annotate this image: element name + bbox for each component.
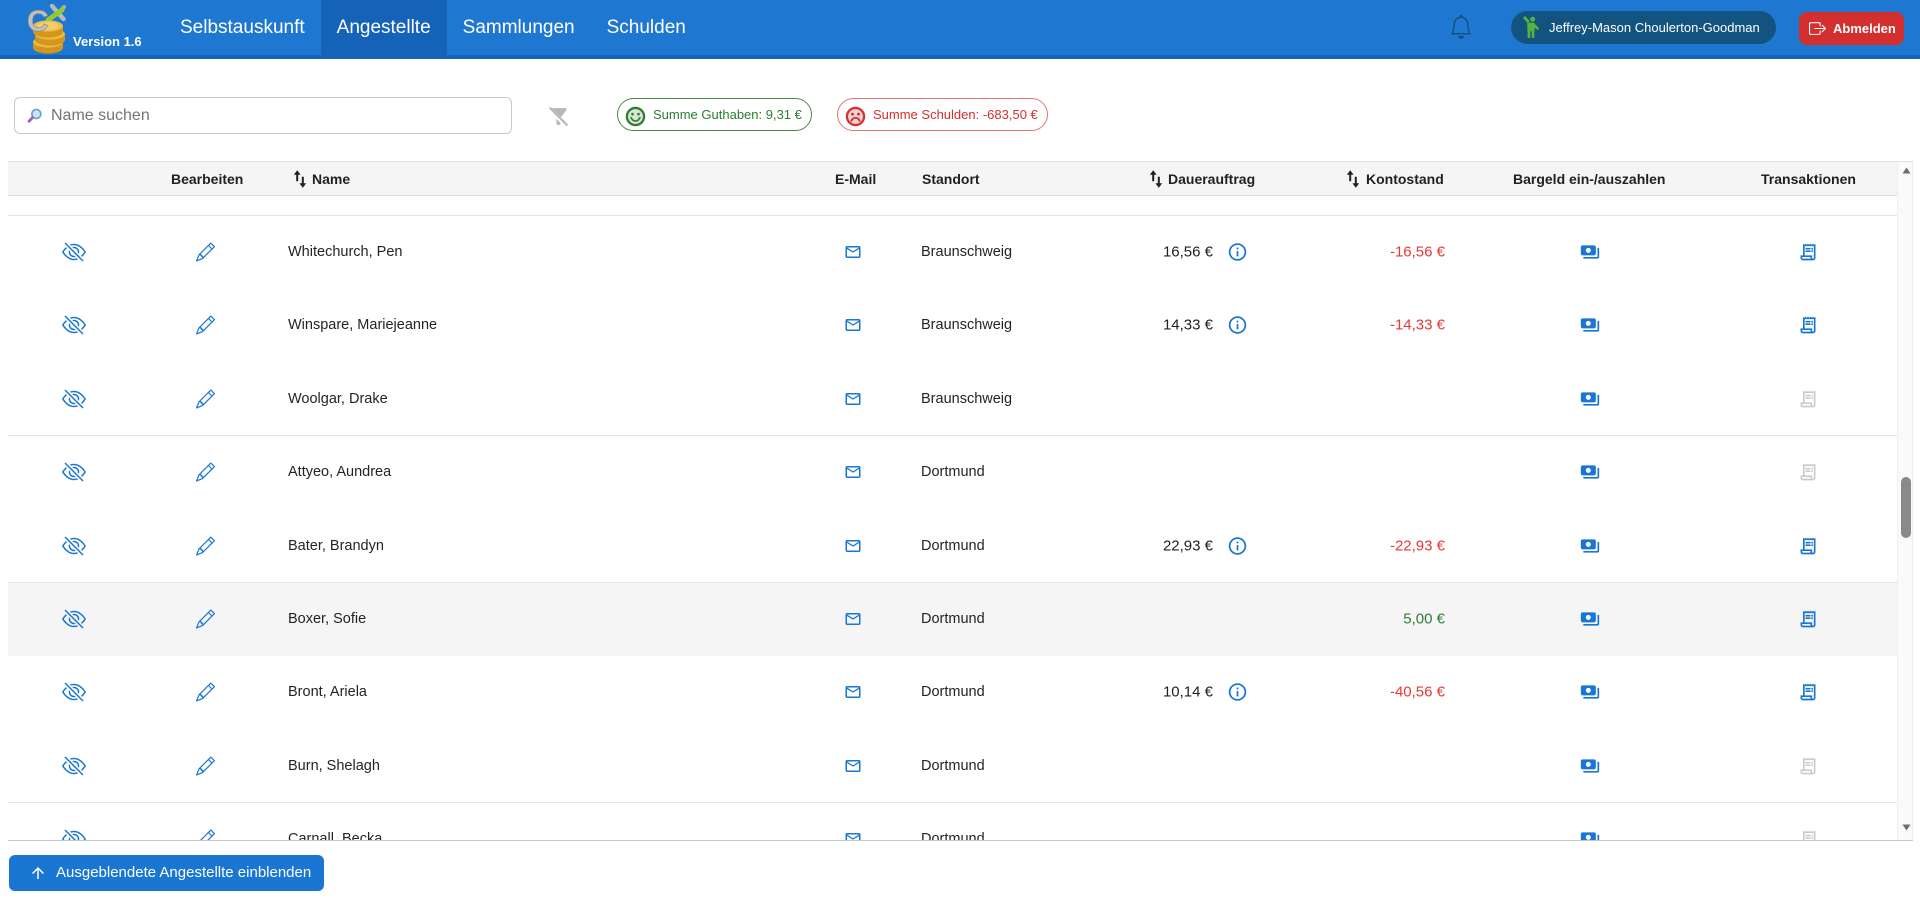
svg-text:C: C <box>28 5 49 38</box>
